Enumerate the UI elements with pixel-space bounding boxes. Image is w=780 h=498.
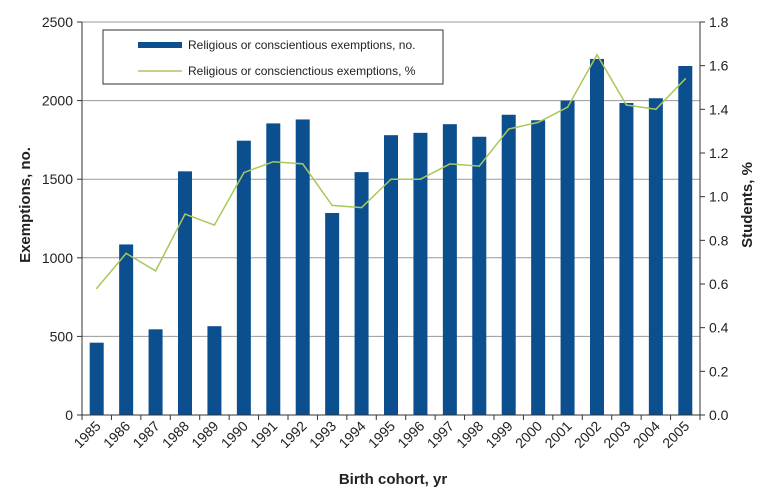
x-tick-label: 1989 [188, 418, 221, 451]
legend-box [102, 29, 444, 85]
x-tick-label: 2000 [512, 418, 545, 451]
y2-tick-label: 0.0 [709, 407, 729, 423]
y2-tick-label: 1.2 [709, 145, 729, 161]
y2-tick-label: 1.6 [709, 58, 729, 74]
bar-1987 [148, 329, 163, 415]
x-axis-ticks: 1985198619871988198919901991199219931994… [70, 415, 701, 451]
x-tick-label: 1998 [453, 418, 486, 451]
x-tick-label: 1987 [129, 418, 162, 451]
line-point-1997 [449, 163, 451, 165]
bar-1996 [413, 132, 428, 416]
x-tick-label: 2002 [571, 418, 604, 451]
y-tick-label: 500 [50, 328, 74, 344]
y-tick-label: 1000 [42, 250, 73, 266]
x-tick-label: 2004 [630, 418, 663, 451]
bar-2001 [560, 100, 575, 415]
line-point-1985 [95, 287, 98, 290]
line-point-1989 [213, 224, 216, 226]
y-tick-label: 2500 [42, 14, 73, 30]
axes [81, 22, 701, 416]
x-tick-label: 1997 [424, 418, 457, 451]
x-tick-label: 1995 [365, 418, 398, 451]
y2-axis-title: Students, % [739, 162, 756, 248]
bar-1997 [442, 124, 457, 416]
bar-1991 [266, 123, 281, 416]
line-point-2002 [596, 53, 598, 56]
line-point-1991 [272, 160, 275, 163]
x-tick-label: 1992 [276, 418, 309, 451]
bar-1999 [501, 114, 516, 416]
y2-tick-label: 0.6 [709, 276, 729, 292]
x-tick-label: 1988 [159, 418, 192, 451]
x-tick-label: 1986 [100, 418, 133, 451]
y2-tick-label: 0.8 [709, 232, 729, 248]
y2-tick-label: 0.2 [709, 363, 729, 379]
bar-2000 [531, 120, 546, 415]
line-point-2005 [684, 77, 687, 80]
line-point-1994 [360, 206, 363, 209]
line-series [95, 53, 687, 290]
line-point-2000 [537, 121, 539, 124]
y-tick-label: 2000 [42, 93, 73, 109]
bar-2005 [678, 66, 693, 416]
y-tick-label: 1500 [42, 171, 73, 187]
x-tick-label: 1994 [335, 418, 368, 451]
bar-1988 [178, 171, 192, 415]
x-tick-label: 1985 [70, 418, 103, 451]
line-point-2004 [655, 108, 657, 111]
bar-2004 [648, 98, 663, 415]
y-axis-ticks: 0 500 1000 1500 2000 2500 [42, 14, 82, 423]
bar-1985 [89, 342, 104, 415]
line-point-1995 [390, 178, 392, 180]
x-tick-label: 1991 [247, 418, 280, 451]
bar-2003 [619, 102, 634, 415]
x-axis-title: Birth cohort, yr [339, 471, 448, 488]
line-point-1998 [478, 165, 481, 167]
y-axis-title: Exemptions, no. [17, 147, 34, 263]
y2-tick-label: 1.4 [709, 101, 729, 117]
bar-1989 [207, 326, 222, 415]
line-point-1999 [507, 128, 510, 130]
x-tick-label: 2005 [659, 418, 692, 451]
line-point-2001 [566, 106, 569, 108]
line-point-1996 [419, 178, 422, 180]
y2-axis-ticks: 0.0 0.2 0.4 0.6 0.8 1.0 1.2 1.4 1.6 1.8 [700, 14, 729, 423]
bar-series [89, 58, 693, 416]
line-point-1993 [331, 204, 333, 207]
y2-tick-label: 1.0 [709, 189, 729, 205]
x-tick-label: 2001 [541, 418, 574, 451]
bar-1993 [325, 212, 340, 415]
bar-1998 [472, 136, 487, 416]
line-point-1986 [125, 252, 127, 255]
line-point-1990 [243, 171, 245, 174]
legend-bar-label: Religious or conscientious exemptions, n… [188, 38, 415, 52]
bar-1994 [354, 172, 369, 415]
line-point-1992 [301, 163, 304, 165]
y-tick-label: 0 [65, 407, 73, 423]
bar-1992 [295, 119, 310, 416]
legend-bar-swatch [138, 42, 182, 48]
bar-1990 [236, 140, 251, 415]
bar-1986 [119, 244, 134, 415]
line-point-1988 [184, 213, 186, 215]
x-tick-label: 1996 [394, 418, 427, 451]
legend-line-label: Religious or conscienctious exemptions, … [188, 64, 416, 78]
legend: Religious or conscientious exemptions, n… [102, 29, 444, 85]
bar-2002 [590, 58, 604, 415]
line-point-1987 [154, 270, 157, 272]
x-tick-label: 1993 [306, 418, 339, 451]
x-tick-label: 1990 [218, 418, 251, 451]
x-tick-label: 2003 [600, 418, 633, 451]
y2-tick-label: 0.4 [709, 320, 729, 336]
x-tick-label: 1999 [482, 418, 515, 451]
bar-1995 [384, 135, 398, 415]
y2-tick-label: 1.8 [709, 14, 729, 30]
line-point-2003 [625, 104, 628, 106]
